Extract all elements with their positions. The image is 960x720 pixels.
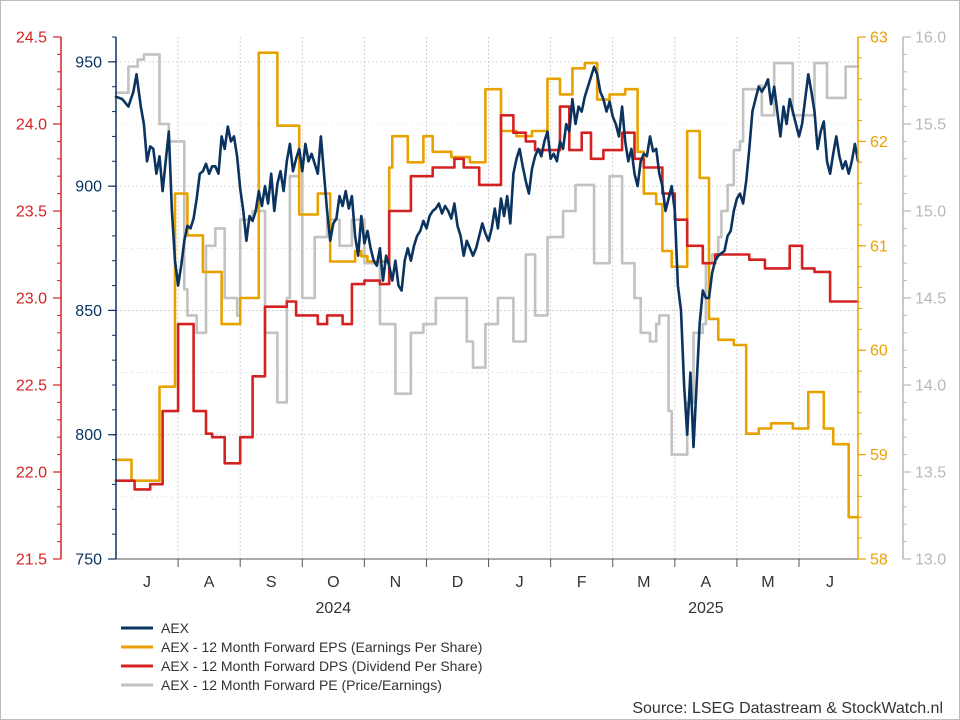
pe-tick-label: 13.5 <box>915 465 946 482</box>
series-layer <box>114 51 860 519</box>
x-month-label: J <box>516 574 524 591</box>
x-month-label: O <box>327 574 339 591</box>
x-year-label: 2024 <box>316 600 352 617</box>
dps-tick-label: 23.0 <box>16 291 47 308</box>
legend-label: AEX <box>161 620 190 636</box>
dps-tick-label: 22.0 <box>16 465 47 482</box>
eps-tick-label: 61 <box>870 238 888 255</box>
legend-label: AEX - 12 Month Forward DPS (Dividend Per… <box>161 658 482 674</box>
x-month-label: F <box>577 574 587 591</box>
dps-tick-label: 22.5 <box>16 378 47 395</box>
x-month-label: A <box>701 574 712 591</box>
dps-tick-label: 24.0 <box>16 117 47 134</box>
aex-tick-label: 800 <box>75 427 102 444</box>
x-month-label: M <box>637 574 650 591</box>
dps-tick-label: 24.5 <box>16 30 47 47</box>
axes-layer: J A S O N D J F M A M J 2024 2025 21.5 22.0 22.5 23.0 23.5… <box>16 30 946 618</box>
pe-tick-label: 14.5 <box>915 291 946 308</box>
pe-tick-label: 15.5 <box>915 117 946 134</box>
pe-tick-label: 16.0 <box>915 30 946 47</box>
x-month-label: A <box>204 574 215 591</box>
aex-tick-label: 850 <box>75 303 102 320</box>
pe-tick-label: 13.0 <box>915 552 946 569</box>
legend-label: AEX - 12 Month Forward EPS (Earnings Per… <box>161 639 482 655</box>
eps-tick-label: 60 <box>870 343 888 360</box>
x-month-label: M <box>761 574 774 591</box>
source-note: Source: LSEG Datastream & StockWatch.nl <box>632 700 943 717</box>
x-month-label: J <box>826 574 834 591</box>
aex-tick-label: 750 <box>75 552 102 569</box>
dps-tick-label: 21.5 <box>16 552 47 569</box>
aex-tick-label: 950 <box>75 54 102 71</box>
eps-tick-label: 59 <box>870 447 888 464</box>
legend-label: AEX - 12 Month Forward PE (Price/Earning… <box>161 677 442 693</box>
x-month-label: D <box>452 574 464 591</box>
x-year-label: 2025 <box>688 600 724 617</box>
x-month-label: N <box>390 574 402 591</box>
eps-tick-label: 63 <box>870 30 888 47</box>
pe-tick-label: 15.0 <box>915 204 946 221</box>
legend: AEX AEX - 12 Month Forward EPS (Earnings … <box>121 620 482 693</box>
x-month-label: J <box>143 574 151 591</box>
aex-tick-label: 900 <box>75 179 102 196</box>
pe-tick-label: 14.0 <box>915 378 946 395</box>
dps-tick-label: 23.5 <box>16 204 47 221</box>
x-month-label: S <box>266 574 277 591</box>
series-line-aex <box>114 65 860 449</box>
series-line-aex-pe <box>114 53 860 456</box>
eps-tick-label: 58 <box>870 552 888 569</box>
series-line-aex-eps <box>114 51 860 519</box>
eps-tick-label: 62 <box>870 134 888 151</box>
